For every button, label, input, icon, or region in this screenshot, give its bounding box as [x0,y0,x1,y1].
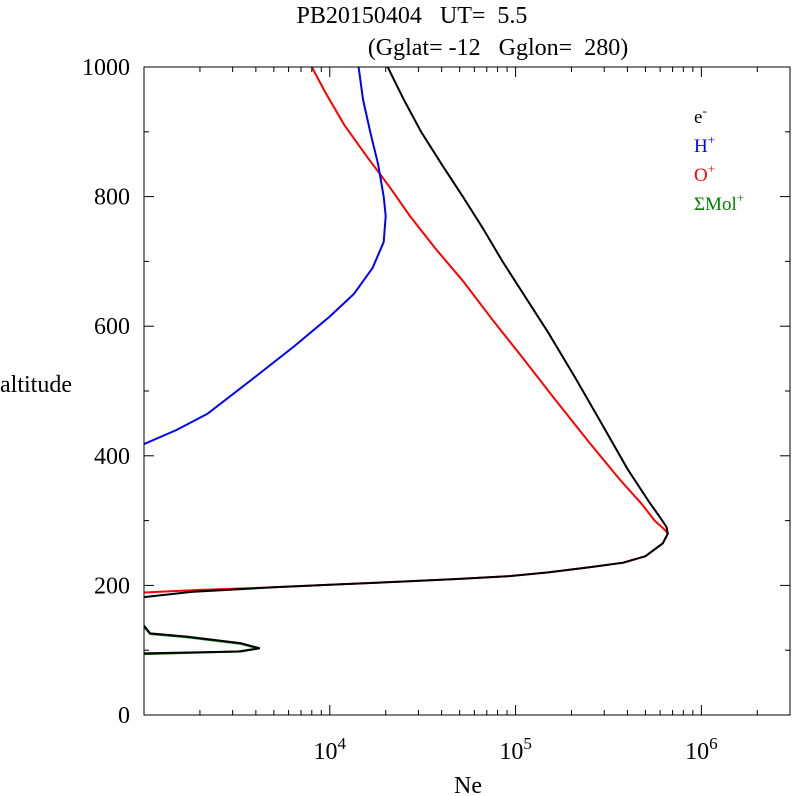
legend-entry: e- [694,103,707,128]
series-line-4 [144,624,261,655]
x-axis-label: Ne [454,773,482,796]
legend-entry: ΣMol+ [694,190,744,215]
x-tick-label: 105 [499,734,532,765]
axes-layer: 0 200 400 600 800 1000 104 105 106 [82,55,791,765]
y-axis-label: altitude [0,372,72,398]
legend: e- H+ O+ ΣMol+ [694,103,744,215]
series-line-2 [144,67,669,599]
series-line-0 [144,67,669,594]
series-layer [144,67,669,656]
chart-title-line2: (Gglat= -12 Gglon= 280) [368,35,628,61]
x-tick-label: 106 [685,734,718,765]
series-line-3 [144,626,259,656]
y-tick-label: 1000 [82,55,130,81]
x-tick-label: 104 [314,734,347,765]
legend-entry: H+ [694,132,715,157]
legend-entry: O+ [694,161,715,186]
series-line-1 [144,67,387,446]
chart-title-line1: PB20150404 UT= 5.5 [297,3,528,29]
y-tick-label: 0 [118,703,130,729]
y-tick-label: 200 [94,573,130,599]
y-tick-label: 800 [94,185,130,211]
y-tick-label: 600 [94,314,130,340]
y-tick-label: 400 [94,444,130,470]
